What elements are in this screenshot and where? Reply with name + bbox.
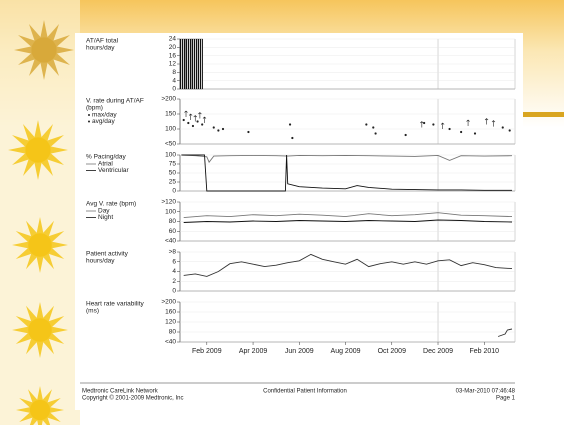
y-tick-label: 0 <box>172 288 176 295</box>
x-tick-label: Feb 2010 <box>469 348 499 355</box>
avg-point <box>365 123 367 125</box>
avg-point <box>247 131 249 133</box>
x-tick-label: Apr 2009 <box>239 348 268 355</box>
avg-point <box>460 131 462 133</box>
bar <box>180 39 186 89</box>
panel-label: AT/AF total <box>86 38 119 45</box>
x-tick-label: Dec 2009 <box>423 348 453 355</box>
panel-label: % Pacing/day <box>86 154 126 161</box>
y-tick-label: >120 <box>161 199 176 206</box>
slide: AT/AF totalhours/day04812162024V. rate d… <box>0 0 564 425</box>
y-tick-label: 8 <box>172 69 176 76</box>
y-tick-label: 6 <box>172 258 176 265</box>
y-tick-label: 24 <box>169 36 177 43</box>
avg-point <box>509 129 511 131</box>
avg-point <box>423 122 425 124</box>
footer-right: 03-Mar-2010 07:46:48 <box>456 389 516 395</box>
y-tick-label: 100 <box>165 126 176 133</box>
y-tick-label: 4 <box>172 77 176 84</box>
panel-label: Patient activity <box>86 251 129 258</box>
legend-label: Night <box>98 214 113 221</box>
avg-point <box>192 125 194 127</box>
x-tick-label: Aug 2009 <box>331 348 361 355</box>
y-tick-label: 20 <box>169 44 177 51</box>
legend-label: Ventricular <box>98 167 130 174</box>
avg-point <box>474 132 476 134</box>
footer-right: Page 1 <box>496 396 516 402</box>
avg-point <box>196 120 198 122</box>
legend-swatch <box>88 114 90 116</box>
y-tick-label: 75 <box>169 161 177 168</box>
y-tick-label: 150 <box>165 111 176 118</box>
avg-point <box>187 122 189 124</box>
y-tick-label: <40 <box>165 238 176 245</box>
y-tick-label: 80 <box>169 329 177 336</box>
y-tick-label: <40 <box>165 339 176 346</box>
y-tick-label: 60 <box>169 228 177 235</box>
bar <box>191 39 197 89</box>
legend-swatch <box>88 121 90 123</box>
panel-label: Avg V. rate (bpm) <box>86 201 136 208</box>
sun-core <box>28 318 52 342</box>
legend-label: avg/day <box>92 118 116 125</box>
footer-center: Confidential Patient Information <box>263 389 347 395</box>
avg-point <box>291 137 293 139</box>
footer-left: Medtronic CareLink Network <box>82 389 159 395</box>
y-tick-label: 16 <box>169 52 177 59</box>
y-tick-label: >200 <box>161 299 176 306</box>
panel-label: hours/day <box>86 45 115 52</box>
sun-core <box>28 233 52 257</box>
y-tick-label: 2 <box>172 278 176 285</box>
avg-point <box>183 119 185 121</box>
y-tick-label: >200 <box>161 96 176 103</box>
y-tick-label: 120 <box>165 319 176 326</box>
accent-bar <box>523 112 564 117</box>
avg-point <box>432 123 434 125</box>
avg-point <box>405 134 407 136</box>
x-tick-label: Feb 2009 <box>192 348 222 355</box>
y-tick-label: 25 <box>169 179 177 186</box>
avg-point <box>448 128 450 130</box>
sun-core <box>30 400 50 420</box>
x-tick-label: Oct 2009 <box>378 348 407 355</box>
y-tick-label: 100 <box>165 208 176 215</box>
y-tick-label: 0 <box>172 86 176 93</box>
y-tick-label: <50 <box>165 141 176 148</box>
sun-core <box>25 137 50 162</box>
panel-label: V. rate during AT/AF <box>86 98 144 105</box>
avg-point <box>213 126 215 128</box>
bar <box>197 39 203 89</box>
footer-left: Copyright © 2001-2009 Medtronic, Inc <box>82 395 183 402</box>
panel-label: (bpm) <box>86 105 103 112</box>
y-tick-label: 50 <box>169 170 177 177</box>
page: {"chart_data": [ {"type": "bar", "title"… <box>0 0 564 425</box>
avg-point <box>217 129 219 131</box>
y-tick-label: 12 <box>169 61 177 68</box>
avg-point <box>374 132 376 134</box>
sun-core <box>31 37 56 62</box>
avg-point <box>222 128 224 130</box>
y-tick-label: 100 <box>165 152 176 159</box>
y-tick-label: >8 <box>169 249 177 256</box>
y-tick-label: 4 <box>172 268 176 275</box>
x-tick-label: Jun 2009 <box>285 348 314 355</box>
avg-point <box>201 123 203 125</box>
panel-label: Heart rate variability <box>86 301 145 308</box>
panel-label: (ms) <box>86 308 99 315</box>
avg-point <box>372 126 374 128</box>
panel-label: hours/day <box>86 258 115 265</box>
avg-point <box>502 126 504 128</box>
y-tick-label: 80 <box>169 218 177 225</box>
y-tick-label: 0 <box>172 188 176 195</box>
avg-point <box>289 123 291 125</box>
y-tick-label: 160 <box>165 309 176 316</box>
bar <box>185 39 191 89</box>
